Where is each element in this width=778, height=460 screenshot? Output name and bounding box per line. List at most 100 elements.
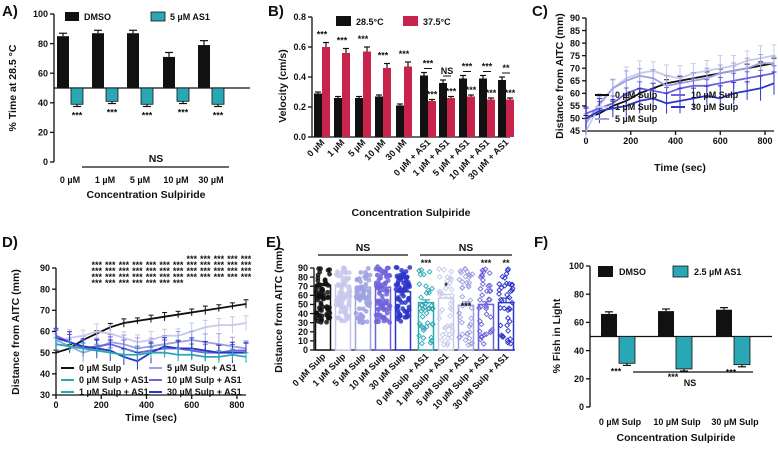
data-point bbox=[457, 314, 464, 321]
significance-mark: *** bbox=[159, 266, 170, 276]
data-point bbox=[314, 285, 320, 290]
data-point bbox=[335, 282, 341, 287]
data-point bbox=[399, 268, 405, 273]
significance-mark: ** bbox=[502, 258, 510, 268]
data-point bbox=[462, 266, 469, 273]
bar-as1 bbox=[140, 87, 154, 105]
series-line bbox=[55, 343, 247, 358]
data-point bbox=[418, 323, 425, 330]
y-tick-label: 20 bbox=[38, 128, 48, 138]
bar-dmso bbox=[716, 309, 732, 337]
legend-label: 30 µM Sulp + AS1 bbox=[167, 387, 242, 397]
panel-d: 30 40 50 60 70 80 90 0 200 400 600 800 Distance from… bbox=[10, 254, 252, 424]
bar-as1 bbox=[176, 87, 190, 102]
data-point bbox=[496, 290, 502, 297]
significance-mark: *** bbox=[481, 258, 492, 268]
bar-37c bbox=[447, 98, 455, 137]
y-tick-label: 90 bbox=[298, 263, 308, 273]
x-tick-label: 30 µM bbox=[198, 175, 223, 185]
significance-mark: *** bbox=[119, 272, 130, 282]
significance-mark: *** bbox=[421, 258, 432, 268]
significance-mark: *** bbox=[132, 266, 143, 276]
ns-label: NS bbox=[684, 378, 697, 388]
y-tick-label: 50 bbox=[298, 300, 308, 310]
y-tick-label: 20 bbox=[298, 327, 308, 337]
bar-as1 bbox=[70, 87, 84, 105]
legend-label: 0 µM Sulp bbox=[79, 363, 122, 373]
significance-mark: *** bbox=[462, 62, 473, 72]
y-tick-label: 0 bbox=[303, 345, 308, 355]
data-point bbox=[375, 301, 380, 306]
y-axis-label: % Fish in Light bbox=[551, 298, 563, 373]
legend-label: 0 µM Sulp + AS1 bbox=[79, 375, 149, 385]
y-tick-label: 0.0 bbox=[293, 132, 306, 142]
data-point bbox=[504, 291, 510, 298]
data-point bbox=[399, 291, 405, 297]
data-point bbox=[462, 337, 469, 344]
data-point bbox=[436, 273, 443, 280]
bar-37c bbox=[383, 68, 391, 137]
data-point bbox=[457, 267, 464, 274]
data-point bbox=[313, 315, 319, 321]
data-point bbox=[324, 319, 329, 325]
legend-label: 10 µM Sulp bbox=[691, 90, 739, 100]
significance-mark: *** bbox=[119, 260, 130, 270]
data-point bbox=[313, 310, 319, 316]
significance-mark: *** bbox=[213, 110, 224, 120]
data-point bbox=[509, 299, 516, 306]
legend-swatch-28c bbox=[336, 16, 351, 26]
significance-mark: *** bbox=[142, 110, 153, 120]
data-point bbox=[504, 322, 510, 329]
legend-swatch-dmso bbox=[598, 266, 613, 277]
data-point bbox=[506, 318, 513, 325]
data-point bbox=[325, 289, 331, 295]
data-point bbox=[416, 320, 423, 327]
data-point bbox=[398, 318, 404, 324]
x-tick-label: 400 bbox=[668, 136, 683, 146]
data-point bbox=[459, 284, 465, 291]
x-axis-label: Concentration Sulpiride bbox=[351, 207, 470, 219]
data-point bbox=[337, 289, 343, 295]
bar-as1 bbox=[105, 87, 119, 102]
data-point bbox=[483, 331, 490, 338]
significance-mark: *** bbox=[72, 110, 83, 120]
data-point bbox=[315, 297, 320, 303]
x-tick-label: 10 µM bbox=[163, 175, 188, 185]
data-point bbox=[363, 269, 368, 275]
significance-mark: NS bbox=[441, 66, 454, 76]
data-point bbox=[381, 268, 386, 274]
panel-label: A) bbox=[2, 3, 18, 20]
data-point bbox=[363, 300, 369, 305]
data-point bbox=[476, 318, 483, 325]
data-point bbox=[429, 321, 436, 328]
data-point bbox=[346, 303, 352, 308]
significance-mark: *** bbox=[482, 62, 493, 72]
data-point bbox=[439, 336, 446, 343]
data-point bbox=[456, 276, 463, 283]
ns-label: NS bbox=[356, 242, 371, 254]
data-point bbox=[462, 273, 469, 280]
data-point bbox=[428, 337, 435, 344]
significance-mark: *** bbox=[214, 254, 225, 264]
data-point bbox=[359, 314, 365, 320]
legend-label: 28.5°C bbox=[356, 17, 384, 27]
data-point bbox=[500, 333, 507, 340]
data-point bbox=[339, 274, 345, 280]
data-point bbox=[443, 324, 450, 331]
bar-37c bbox=[404, 66, 412, 137]
bar-dmso bbox=[601, 313, 617, 337]
bar-37c bbox=[467, 96, 475, 137]
data-point bbox=[385, 288, 390, 294]
significance-mark: *** bbox=[611, 366, 622, 376]
panel-c: 455055606570758085900200400600800Distanc… bbox=[554, 13, 777, 174]
data-point bbox=[497, 304, 504, 311]
data-point bbox=[506, 294, 513, 301]
legend-label: 1 µM Sulp + AS1 bbox=[79, 387, 149, 397]
data-point bbox=[399, 300, 405, 305]
data-point bbox=[449, 327, 456, 334]
x-axis-label: Time (sec) bbox=[654, 162, 706, 174]
y-tick-label: 80 bbox=[38, 39, 48, 49]
y-tick-label: 0.2 bbox=[293, 102, 306, 112]
bar-28c bbox=[396, 105, 404, 137]
